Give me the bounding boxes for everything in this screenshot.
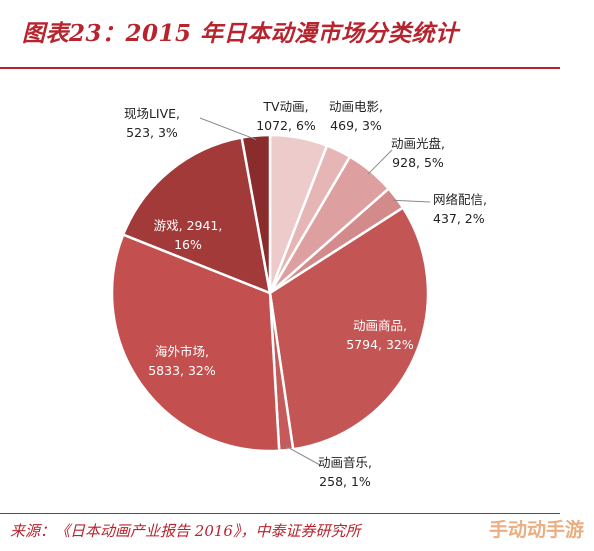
slice-label-value: 5794, 32% [346,337,414,352]
slice-label-name: 现场LIVE, [124,106,180,121]
slice-label-name: 动画光盘, [391,136,445,151]
slice-label-name: 游戏, 2941, [154,218,223,233]
slice-label-name: 网络配信, [433,192,487,207]
slice-label-value: 437, 2% [433,211,485,226]
slice-label-name: TV动画, [262,99,308,114]
slice-label-value: 258, 1% [319,474,371,489]
slice-label-value: 469, 3% [330,118,382,133]
pie-slice-7 [110,233,281,453]
leader-line-6 [285,445,321,466]
slice-label-9: 现场LIVE, 523, 3% [124,106,180,140]
slice-label-7: 海外市场, 5833, 32% [148,344,216,378]
slice-label-2: 动画电影, 469, 3% [329,99,383,133]
slice-label-3: 动画光盘, 928, 5% [391,136,445,170]
pie-slice-8 [121,136,272,295]
slice-label-name: 动画电影, [329,99,383,114]
slice-label-5: 动画商品, 5794, 32% [346,318,414,352]
slice-label-8: 游戏, 2941, 16% [154,218,223,252]
slice-label-4: 网络配信, 437, 2% [433,192,487,226]
slice-label-name: 海外市场, [155,344,209,359]
leader-line-4 [392,199,431,203]
title-divider [0,67,560,69]
pie-slice-5 [268,206,430,451]
leader-line-3 [367,149,393,175]
slice-label-value: 1072, 6% [256,118,316,133]
slice-label-value: 523, 3% [126,125,178,140]
source-note: 来源：《日本动画产业报告 2016》，中泰证券研究所 [10,522,361,540]
leader-line-9 [199,117,257,141]
slice-label-1: TV动画, 1072, 6% [256,99,316,133]
chart-title: 图表23：2015 年日本动漫市场分类统计 [22,20,459,47]
slice-label-value: 16% [174,237,202,252]
watermark-text: 手动动手游 [488,519,584,541]
pie-slice-9 [240,133,272,295]
slice-label-6: 动画音乐, 258, 1% [318,455,372,489]
slice-label-name: 动画音乐, [318,455,372,470]
slice-label-value: 928, 5% [392,155,444,170]
source-divider [0,513,560,514]
slice-label-name: 动画商品, [353,318,407,333]
slice-label-value: 5833, 32% [148,363,216,378]
